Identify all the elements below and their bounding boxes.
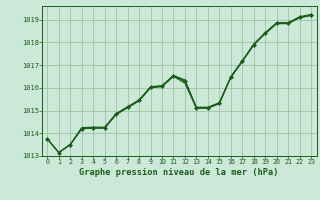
X-axis label: Graphe pression niveau de la mer (hPa): Graphe pression niveau de la mer (hPa) (79, 168, 279, 177)
